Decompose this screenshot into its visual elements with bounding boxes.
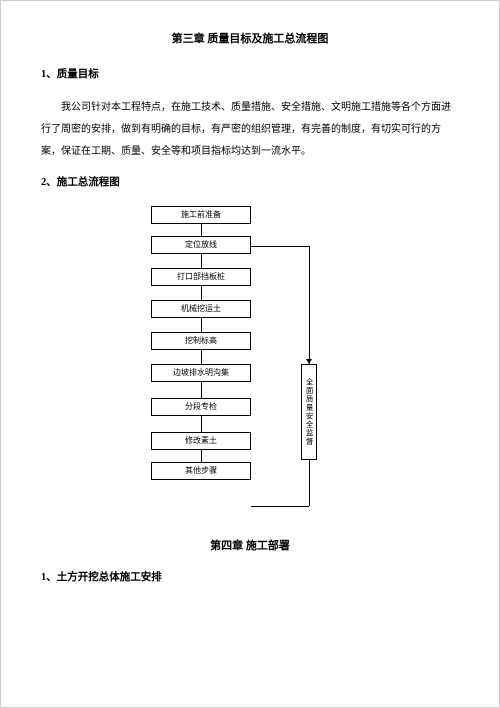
flow-node-n3: 打口部挡板桩	[151, 268, 251, 286]
flow-connector-v	[309, 460, 310, 506]
flow-node-n6: 边坡排水明沟集	[151, 364, 251, 382]
flow-node-n9: 其他步骤	[151, 462, 251, 480]
flow-arrow-down	[306, 359, 312, 364]
flow-node-n1: 施工前准备	[151, 206, 251, 224]
flow-connector-v	[201, 416, 202, 432]
flow-connector-v	[201, 224, 202, 236]
flow-node-n2: 定位放线	[151, 236, 251, 254]
section1-paragraph: 我公司针对本工程特点，在施工技术、质量措施、安全措施、文明施工措施等各个方面进行…	[41, 97, 459, 163]
flow-connector-h	[251, 506, 309, 507]
flow-side-node: 全面质量安全监督	[301, 364, 317, 460]
flow-connector-h	[251, 246, 309, 247]
flow-connector-v	[201, 318, 202, 332]
flow-connector-v	[201, 350, 202, 364]
flow-connector-v	[201, 254, 202, 268]
flow-node-n5: 挖制标高	[151, 332, 251, 350]
flow-connector-v	[201, 286, 202, 300]
flow-node-n4: 机械挖运土	[151, 300, 251, 318]
chapter3-title: 第三章 质量目标及施工总流程图	[41, 31, 459, 49]
section2-heading: 2、施工总流程图	[41, 175, 459, 192]
flow-connector-v	[309, 246, 310, 364]
ch4-section1-heading: 1、土方开挖总体施工安排	[41, 570, 459, 587]
flow-node-n8: 修改素土	[151, 432, 251, 450]
section1-heading: 1、质量目标	[41, 67, 459, 84]
flowchart: 施工前准备定位放线打口部挡板桩机械挖运土挖制标高边坡排水明沟集分段专检修改素土其…	[41, 206, 459, 526]
document-page: 第三章 质量目标及施工总流程图 1、质量目标 我公司针对本工程特点，在施工技术、…	[0, 0, 500, 708]
chapter4-title: 第四章 施工部署	[41, 538, 459, 556]
flow-node-n7: 分段专检	[151, 398, 251, 416]
flow-connector-v	[201, 450, 202, 462]
flow-connector-v	[201, 382, 202, 398]
